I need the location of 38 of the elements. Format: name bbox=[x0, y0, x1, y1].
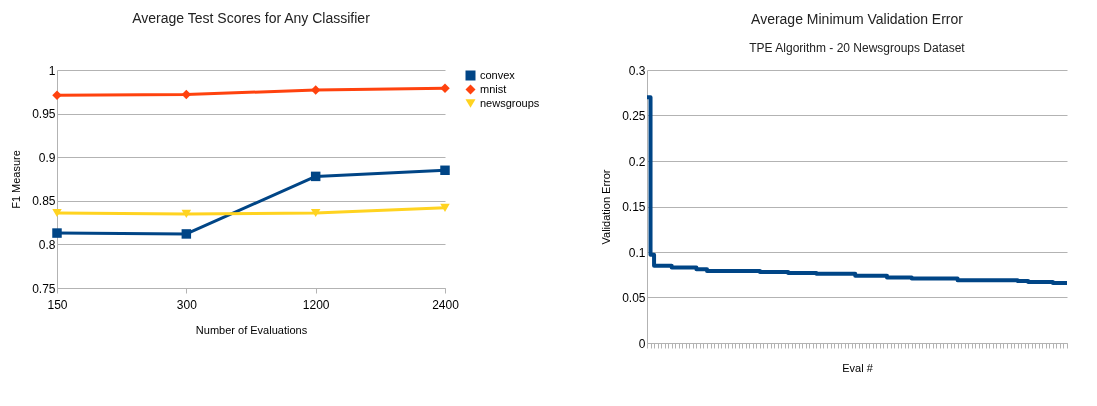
point bbox=[310, 171, 321, 182]
x-tick-label: 1200 bbox=[302, 297, 330, 312]
y-tick-label: 0.2 bbox=[628, 154, 646, 169]
y-tick-label: 0.15 bbox=[622, 200, 646, 214]
y-tick-label: 0.05 bbox=[622, 291, 646, 305]
y-tick-label: 0.9 bbox=[38, 150, 56, 165]
point bbox=[52, 208, 62, 218]
y-tick-label: 0.1 bbox=[628, 245, 646, 260]
legend-label: newsgroups bbox=[480, 96, 540, 109]
point bbox=[440, 165, 450, 176]
y-tick-label: 0.25 bbox=[622, 109, 646, 123]
point bbox=[52, 228, 62, 238]
point bbox=[181, 209, 192, 218]
point bbox=[310, 208, 321, 218]
chart-subtitle: TPE Algorithm - 20 Newsgroups Dataset bbox=[749, 41, 966, 55]
x-tick-label: 150 bbox=[47, 297, 68, 312]
point bbox=[181, 89, 192, 100]
point bbox=[52, 90, 62, 101]
x-tick-label: 300 bbox=[176, 297, 198, 312]
x-axis-title: Number of Evaluations bbox=[195, 323, 308, 336]
y-tick-label: 0.8 bbox=[38, 237, 56, 252]
legend-label: convex bbox=[480, 68, 516, 81]
chart-title: Average Test Scores for Any Classifier bbox=[132, 10, 371, 26]
chart-title: Average Minimum Validation Error bbox=[751, 11, 964, 27]
y-tick-label: 0 bbox=[638, 336, 646, 351]
legend-label: mnist bbox=[480, 82, 507, 95]
y-axis-title: Validation Error bbox=[600, 169, 613, 245]
y-axis-title: F1 Measure bbox=[10, 150, 23, 209]
x-axis-title: Eval # bbox=[842, 362, 874, 374]
y-tick-label: 0.75 bbox=[32, 281, 56, 296]
point bbox=[440, 83, 450, 94]
point bbox=[440, 203, 450, 212]
y-tick-label: 0.3 bbox=[628, 63, 646, 78]
point bbox=[181, 229, 192, 239]
y-tick-label: 1 bbox=[48, 63, 56, 78]
y-tick-label: 0.85 bbox=[32, 194, 56, 209]
x-tick-label: 2400 bbox=[432, 297, 460, 312]
y-tick-label: 0.95 bbox=[32, 107, 56, 122]
